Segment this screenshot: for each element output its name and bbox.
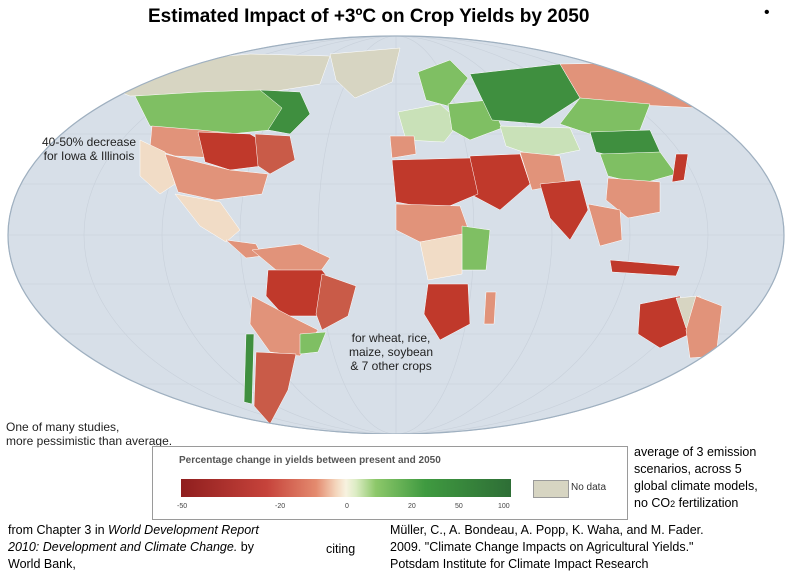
region-east-africa — [461, 225, 491, 271]
legend-no-data-label: No data — [571, 482, 607, 493]
citation-source-line2: 2010: Development and Climate Change. by — [8, 539, 308, 556]
region-mexico — [174, 193, 241, 243]
citation-source-line1: from Chapter 3 in World Development Repo… — [8, 522, 308, 539]
citation-source-title-1: World Development Report — [108, 523, 259, 537]
region-usa-south — [164, 153, 269, 201]
legend-tick-1: -50 — [177, 503, 188, 510]
legend-tick-2: -20 — [275, 503, 286, 510]
scenarios-line1: average of 3 emission — [634, 445, 757, 459]
region-scandinavia — [417, 59, 469, 107]
region-chile — [243, 333, 255, 405]
region-new-zealand — [715, 355, 735, 389]
region-japan — [671, 153, 689, 183]
scenarios-line4-suffix: fertilization — [675, 496, 739, 510]
world-crop-yield-map — [7, 35, 785, 434]
legend-tick-5: 50 — [455, 503, 463, 510]
citation-study: Müller, C., A. Bondeau, A. Popp, K. Waha… — [390, 522, 790, 573]
region-china-north — [599, 151, 677, 185]
citation-source-suffix: by — [237, 540, 254, 554]
scenarios-line4: no CO2 fertilization — [634, 495, 784, 513]
region-southern-africa — [423, 283, 471, 341]
citing-label: citing — [326, 542, 356, 556]
region-india — [539, 179, 589, 241]
citation-source: from Chapter 3 in World Development Repo… — [8, 522, 308, 573]
region-usa-west — [139, 139, 176, 195]
scenarios-line4-sub: 2 — [670, 499, 676, 509]
region-western-europe — [397, 103, 461, 143]
region-china-south — [605, 177, 661, 219]
citation-study-line1: Müller, C., A. Bondeau, A. Popp, K. Waha… — [390, 523, 704, 537]
citation-study-line2: 2009. "Climate Change Impacts on Agricul… — [390, 540, 694, 554]
annotation-studies-line1: One of many studies, — [6, 420, 120, 434]
scenarios-note: average of 3 emission scenarios, across … — [634, 444, 784, 513]
region-madagascar — [483, 291, 497, 325]
legend-color-ramp — [181, 479, 511, 497]
annotation-iowa-line1: 40-50% decrease — [41, 135, 137, 149]
region-kazakhstan — [499, 125, 581, 159]
scenarios-line2: scenarios, across 5 — [634, 462, 742, 476]
scenarios-line3: global climate models, — [634, 479, 758, 493]
region-north-africa — [391, 157, 479, 211]
annotation-iowa-line2: for Iowa & Illinois — [43, 149, 135, 163]
region-argentina — [253, 351, 297, 425]
annotation-crops: for wheat, rice, maize, soybean & 7 othe… — [336, 331, 446, 373]
legend-tick-3: 0 — [345, 503, 349, 510]
scenarios-line4-prefix: no CO — [634, 496, 671, 510]
legend-title: Percentage change in yields between pres… — [179, 455, 441, 466]
legend-no-data-swatch — [533, 480, 569, 498]
annotation-crops-line3: & 7 other crops — [350, 359, 432, 373]
region-southeast-asia — [587, 203, 623, 247]
corner-bullet: • — [764, 4, 770, 21]
annotation-crops-line1: for wheat, rice, — [351, 331, 431, 345]
region-central-africa — [419, 233, 463, 281]
annotation-studies: One of many studies, more pessimistic th… — [2, 420, 187, 448]
region-indonesia — [609, 259, 681, 277]
map-legend: Percentage change in yields between pres… — [152, 446, 628, 520]
legend-tick-6: 100 — [498, 503, 510, 510]
citation-source-prefix: from Chapter 3 in — [8, 523, 109, 537]
region-russia-west — [469, 63, 581, 125]
region-australia-west — [637, 295, 691, 349]
citation-source-line3: World Bank, — [8, 557, 76, 571]
region-greenland — [329, 47, 401, 99]
region-brazil-east — [315, 273, 357, 331]
annotation-crops-line2: maize, soybean — [348, 345, 434, 359]
region-usa-east — [254, 133, 296, 175]
citation-study-line3: Potsdam Institute for Climate Impact Res… — [390, 557, 649, 571]
citation-source-title-2: 2010: Development and Climate Change. — [8, 540, 238, 554]
region-canada-east — [259, 89, 311, 135]
map-title: Estimated Impact of +3ºC on Crop Yields … — [148, 6, 590, 27]
region-south-america-north — [251, 243, 331, 273]
annotation-iowa: 40-50% decrease for Iowa & Illinois — [26, 135, 152, 163]
region-south-brazil — [299, 331, 327, 355]
annotation-studies-line2: more pessimistic than average. — [6, 434, 173, 448]
region-iberia — [389, 135, 417, 159]
legend-tick-4: 20 — [408, 503, 416, 510]
